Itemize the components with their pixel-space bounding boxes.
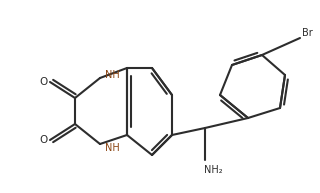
Text: O: O: [39, 77, 47, 87]
Text: O: O: [39, 135, 47, 145]
Text: NH: NH: [105, 70, 120, 80]
Text: Br: Br: [302, 28, 313, 38]
Text: NH₂: NH₂: [204, 165, 222, 175]
Text: NH: NH: [105, 143, 120, 153]
